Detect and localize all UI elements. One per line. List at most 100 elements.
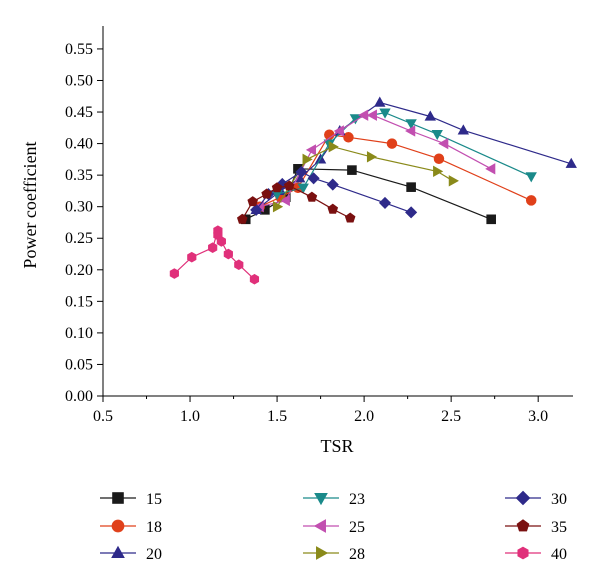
data-point-18	[343, 132, 354, 143]
data-point-35	[327, 203, 339, 214]
data-point-40	[208, 242, 218, 254]
data-point-20	[424, 110, 436, 121]
data-point-40	[234, 259, 244, 271]
data-point-30	[295, 165, 308, 179]
data-point-25	[485, 163, 496, 175]
data-point-25	[279, 194, 290, 207]
legend-item-30: 30	[505, 490, 567, 508]
data-point-30	[250, 203, 263, 216]
legend-marker-20	[111, 545, 125, 558]
legend-marker-40	[517, 546, 529, 560]
series-23	[271, 108, 537, 201]
legend-label: 35	[551, 519, 567, 536]
data-point-25	[333, 125, 344, 137]
data-point-23	[525, 172, 537, 183]
data-point-15	[406, 182, 416, 192]
data-point-18	[386, 138, 398, 149]
data-point-30	[378, 196, 392, 209]
y-tick-label: 0.15	[65, 293, 93, 310]
legend-item-23: 23	[303, 491, 365, 508]
y-ticks: 0.00 0.05 0.10 0.15 0.20 0.25 0.30 0.35 0.40 0.45…	[65, 41, 103, 405]
data-point-35	[283, 180, 295, 191]
series-20	[250, 96, 577, 214]
data-point-28	[328, 141, 339, 153]
data-point-25	[358, 109, 369, 121]
x-axis-title: TSR	[320, 436, 353, 456]
legend: 15 18 20 23 25 28 30 35 40	[100, 490, 567, 563]
data-point-18	[525, 195, 537, 206]
data-point-40	[223, 248, 233, 260]
data-point-25	[366, 109, 377, 121]
legend-item-25: 25	[303, 519, 365, 536]
data-point-40	[169, 268, 179, 279]
legend-marker-25	[313, 519, 326, 533]
x-tick-label: 3.0	[528, 408, 548, 425]
legend-label: 18	[146, 519, 162, 536]
series-40	[169, 225, 260, 285]
data-point-28	[366, 151, 378, 163]
data-point-28	[272, 201, 284, 213]
data-point-23	[431, 129, 443, 141]
data-point-35	[344, 212, 356, 223]
legend-marker-35	[516, 519, 530, 532]
legend-item-20: 20	[100, 545, 162, 563]
data-point-30	[326, 178, 339, 191]
legend-label: 30	[551, 491, 567, 508]
legend-label: 23	[349, 491, 365, 508]
y-tick-label: 0.10	[65, 325, 93, 342]
data-point-28	[433, 165, 444, 178]
x-tick-label: 2.5	[441, 408, 461, 425]
data-point-35	[247, 196, 258, 207]
plot-area: 0.5 1.0 1.5 2.0 2.5 3.0 0.000.050.100.150.200…	[65, 26, 577, 425]
y-tick-label: 0.00	[65, 388, 93, 405]
data-point-18	[433, 153, 445, 164]
x-tick-label: 0.5	[93, 408, 113, 425]
data-point-35	[236, 213, 248, 224]
data-point-25	[405, 125, 416, 137]
data-point-30	[405, 206, 418, 219]
y-tick-label: 0.55	[65, 41, 93, 58]
data-point-25	[438, 137, 449, 150]
y-axis-title: Power coefficient	[20, 141, 40, 268]
legend-label: 20	[146, 546, 162, 563]
data-point-15	[486, 214, 496, 225]
y-tick-label: 0.20	[65, 262, 93, 279]
data-point-28	[448, 175, 459, 187]
data-point-23	[405, 119, 417, 130]
data-point-23	[379, 108, 391, 119]
data-point-20	[457, 124, 470, 135]
legend-item-40: 40	[505, 546, 567, 563]
x-tick-label: 1.5	[267, 408, 287, 425]
x-tick-label: 1.0	[180, 408, 200, 425]
data-point-40	[187, 251, 197, 263]
series-35	[236, 180, 356, 224]
x-tick-label: 2.0	[354, 408, 374, 425]
legend-item-28: 28	[303, 546, 365, 563]
legend-label: 28	[349, 546, 365, 563]
y-tick-label: 0.45	[65, 104, 93, 121]
y-tick-label: 0.50	[65, 72, 93, 89]
legend-item-35: 35	[505, 519, 567, 536]
legend-marker-23	[314, 493, 328, 506]
x-ticks: 0.5 1.0 1.5 2.0 2.5 3.0	[93, 396, 548, 425]
data-point-35	[261, 188, 272, 199]
legend-marker-15	[112, 492, 124, 504]
series-30	[250, 165, 418, 219]
legend-item-18: 18	[100, 519, 162, 536]
legend-marker-30	[515, 490, 531, 506]
data-point-15	[347, 165, 357, 175]
legend-marker-28	[316, 546, 329, 560]
data-point-20	[374, 96, 386, 107]
data-point-23	[297, 183, 309, 194]
legend-label: 25	[349, 519, 365, 536]
data-point-30	[307, 172, 320, 185]
legend-label: 40	[551, 546, 567, 563]
legend-marker-18	[111, 519, 125, 533]
legend-item-15: 15	[100, 491, 162, 508]
data-point-35	[306, 191, 318, 202]
legend-label: 15	[146, 491, 162, 508]
data-point-28	[302, 153, 313, 166]
y-tick-label: 0.25	[65, 230, 93, 247]
y-tick-label: 0.40	[65, 136, 93, 153]
